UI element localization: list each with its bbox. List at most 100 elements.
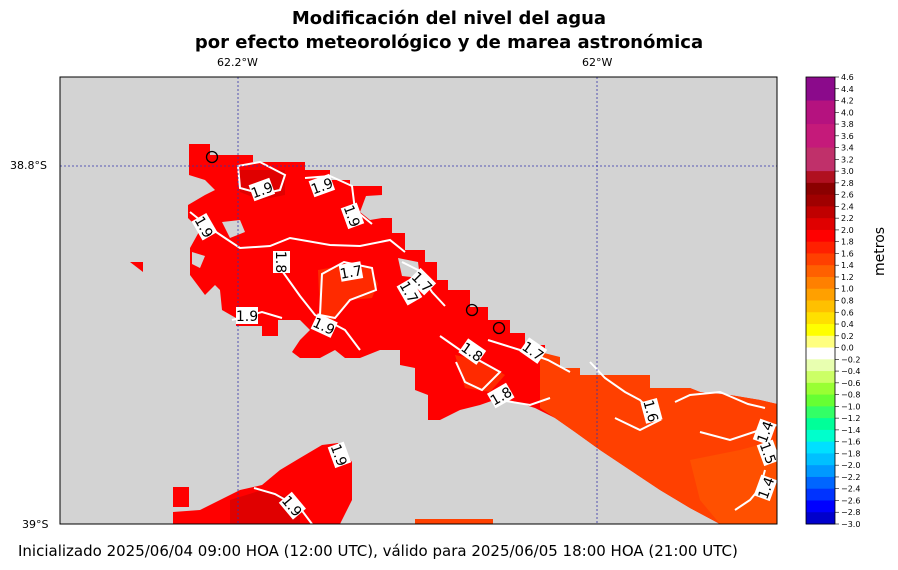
colorbar-tick-label: 1.2 <box>841 273 854 282</box>
colorbar-band <box>806 300 835 313</box>
outer-water-yellowish <box>690 440 777 524</box>
colorbar-band <box>806 324 835 337</box>
map-frame <box>59 76 778 525</box>
colorbar-tick-label: −1.6 <box>841 438 860 447</box>
map-title-line2: por efecto meteorológico y de marea astr… <box>194 32 704 53</box>
svg-text:1.9: 1.9 <box>236 309 258 325</box>
colorbar-tick-label: −3.0 <box>841 520 860 529</box>
contour-label: 1.6 <box>639 398 663 424</box>
colorbar-band <box>806 241 835 254</box>
lat-label-38-8s: 38.8°S <box>10 159 47 172</box>
svg-text:1.8: 1.8 <box>272 251 288 273</box>
colorbar-band <box>806 218 835 231</box>
colorbar-band <box>806 500 835 513</box>
graticule <box>60 77 777 524</box>
colorbar-ticks: 4.6 4.4 4.2 4.0 3.8 3.6 3.4 3.2 3.0 2.8 2.6 2.4 2.2 2… <box>835 73 860 529</box>
colorbar-band <box>806 100 835 125</box>
map-panel: 1.9 1.91.91.91.8 1.71.71.71.9 1.91.81.81.71… <box>60 77 779 524</box>
colorbar-tick-label: 3.6 <box>841 132 854 141</box>
lat-label-39s: 39°S <box>22 518 49 531</box>
colorbar-tick-label: −0.2 <box>841 355 860 364</box>
colorbar-tick-label: 3.8 <box>841 120 854 129</box>
colorbar-tick-label: 0.4 <box>841 320 854 329</box>
svg-text:1.5: 1.5 <box>756 440 779 466</box>
colorbar-band <box>806 371 835 384</box>
lon-label-62-2w: 62.2°W <box>217 56 258 69</box>
colorbar-band <box>806 182 835 196</box>
colorbar-tick-label: −2.2 <box>841 473 860 482</box>
svg-text:1.9: 1.9 <box>340 203 363 229</box>
colorbar-tick-label: 0.6 <box>841 308 854 317</box>
colorbar-tick-label: 2.4 <box>841 202 854 211</box>
svg-text:1.4: 1.4 <box>756 475 779 501</box>
colorbar-band <box>806 171 835 184</box>
south-patch <box>173 487 189 507</box>
colorbar-band <box>806 359 835 372</box>
contour-label: 1.7 <box>338 261 364 283</box>
colorbar-tick-label: −2.6 <box>841 496 860 505</box>
station-marker <box>465 303 479 317</box>
colorbar-tick-label: −2.8 <box>841 508 860 517</box>
south-water-region <box>173 443 352 524</box>
colorbar-band <box>806 382 835 396</box>
colorbar-tick-label: 0.2 <box>841 332 854 341</box>
svg-text:1.9: 1.9 <box>309 176 335 199</box>
colorbar-band <box>806 465 835 478</box>
map-title-line1: Modificación del nivel del agua <box>291 8 607 29</box>
colorbar-tick-label: 0.8 <box>841 297 854 306</box>
colorbar-tick-label: 1.8 <box>841 238 854 247</box>
colorbar-band <box>806 288 835 301</box>
colorbar-tick-label: 2.6 <box>841 191 854 200</box>
colorbar-band <box>806 77 835 102</box>
colorbar-tick-label: −1.4 <box>841 426 860 435</box>
colorbar-band <box>806 394 835 407</box>
svg-text:1.7: 1.7 <box>339 263 364 283</box>
tide-stations <box>205 150 506 335</box>
colorbar-title: metros <box>872 226 888 276</box>
contour-label: 1.9 <box>248 177 276 203</box>
contour-label: 1.9 <box>308 173 336 199</box>
colorbar-tick-label: −1.2 <box>841 414 860 423</box>
contour-label: 1.9 <box>236 307 258 325</box>
svg-text:1.4: 1.4 <box>755 419 778 445</box>
colorbar-tick-label: −0.8 <box>841 391 860 400</box>
colorbar-tick-label: −1.8 <box>841 449 860 458</box>
colorbar-tick-label: 0.0 <box>841 344 854 353</box>
colorbar-tick-label: 4.0 <box>841 108 854 117</box>
station-marker <box>492 321 506 335</box>
colorbar-tick-label: 1.4 <box>841 261 854 270</box>
colorbar-tick-label: −2.0 <box>841 461 860 470</box>
colorbar-band <box>806 335 835 349</box>
colorbar-band <box>806 429 835 443</box>
svg-text:1.9: 1.9 <box>249 180 275 203</box>
colorbar-band <box>806 418 835 431</box>
colorbar-tick-label: 3.2 <box>841 155 854 164</box>
colorbar-tick-label: 1.6 <box>841 249 854 258</box>
contour-label: 1.9 <box>340 202 365 230</box>
colorbar-band <box>806 265 835 278</box>
colorbar-tick-label: −1.0 <box>841 402 860 411</box>
colorbar-tick-label: 4.4 <box>841 85 854 94</box>
contour-label: 1.5 <box>756 439 779 467</box>
contour-label: 1.9 <box>327 441 352 469</box>
colorbar-band <box>806 441 835 454</box>
colorbar-band <box>806 476 835 490</box>
colorbar <box>806 77 835 525</box>
colorbar-tick-label: 3.0 <box>841 167 854 176</box>
colorbar-tick-label: −0.4 <box>841 367 860 376</box>
colorbar-band <box>806 488 835 501</box>
colorbar-tick-label: 2.8 <box>841 179 854 188</box>
colorbar-band <box>806 406 835 419</box>
forecast-footer: Inicializado 2025/06/04 09:00 HOA (12:00… <box>18 542 738 560</box>
contour-label: 1.4 <box>753 474 779 502</box>
colorbar-band <box>806 312 835 325</box>
colorbar-band <box>806 194 835 207</box>
colorbar-band <box>806 147 835 172</box>
colorbar-tick-label: 3.4 <box>841 144 854 153</box>
svg-text:1.9: 1.9 <box>327 442 350 468</box>
colorbar-band <box>806 512 835 525</box>
colorbar-tick-label: 4.2 <box>841 97 854 106</box>
colorbar-band <box>806 347 835 360</box>
colorbar-tick-label: 4.6 <box>841 73 854 82</box>
